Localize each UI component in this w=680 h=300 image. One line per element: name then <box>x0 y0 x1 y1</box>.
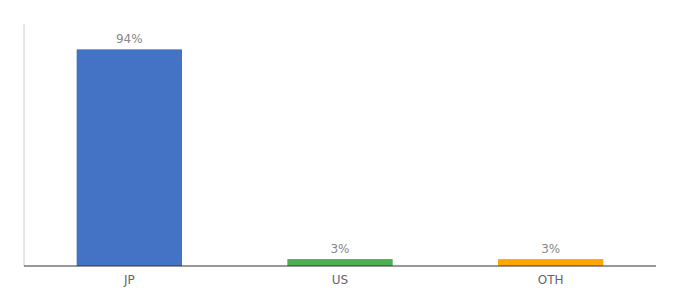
y-axis-line <box>24 24 25 266</box>
bar <box>498 259 603 266</box>
x-tick-label: US <box>332 273 348 287</box>
bar <box>77 49 182 266</box>
x-tick-label: JP <box>123 273 135 287</box>
bar <box>287 259 392 266</box>
x-tick-label: OTH <box>538 273 564 287</box>
data-label: 3% <box>541 242 560 256</box>
data-label: 3% <box>330 242 349 256</box>
bars <box>77 49 604 266</box>
chart-container: 94% 3% 3% JP US OTH <box>0 0 680 300</box>
x-axis-line <box>24 266 656 267</box>
data-label: 94% <box>116 32 143 46</box>
chart: 94% 3% 3% JP US OTH <box>0 0 680 300</box>
